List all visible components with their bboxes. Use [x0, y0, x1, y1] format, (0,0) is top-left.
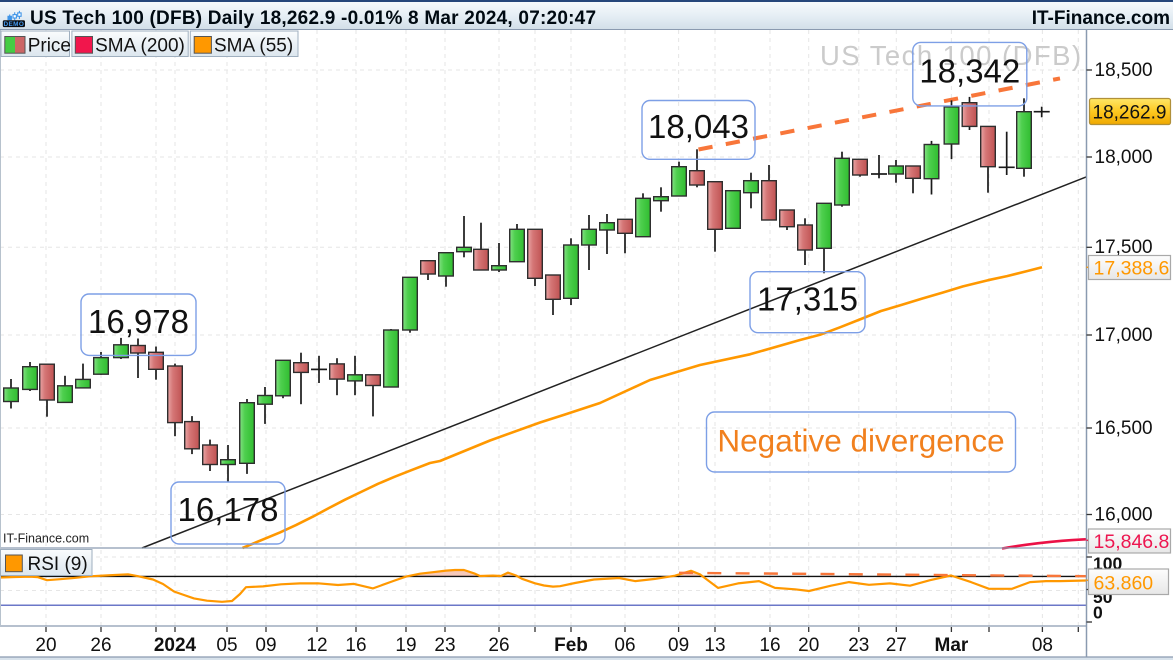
svg-text:US Tech 100 (DFB): US Tech 100 (DFB) [820, 40, 1083, 71]
svg-text:17,000: 17,000 [1095, 325, 1153, 346]
svg-text:18,043: 18,043 [648, 108, 749, 145]
svg-text:17,500: 17,500 [1095, 237, 1153, 258]
svg-text:16: 16 [759, 635, 780, 656]
svg-text:16,000: 16,000 [1095, 504, 1153, 525]
svg-text:SMA (200): SMA (200) [95, 36, 185, 57]
svg-text:19: 19 [395, 635, 416, 656]
svg-text:Price: Price [28, 36, 71, 57]
svg-text:09: 09 [255, 635, 276, 656]
svg-text:20: 20 [35, 635, 56, 656]
svg-text:Mar: Mar [935, 635, 969, 656]
svg-text:26: 26 [488, 635, 509, 656]
svg-text:2024: 2024 [154, 635, 197, 656]
svg-text:12: 12 [306, 635, 327, 656]
svg-text:16: 16 [345, 635, 366, 656]
svg-text:06: 06 [614, 635, 635, 656]
svg-text:RSI (9): RSI (9) [28, 554, 88, 575]
svg-text:17,388.6: 17,388.6 [1094, 258, 1170, 280]
svg-text:18,262.9: 18,262.9 [1093, 102, 1167, 123]
svg-text:Negative divergence: Negative divergence [717, 423, 1004, 459]
svg-text:Feb: Feb [554, 635, 588, 656]
svg-text:16,500: 16,500 [1095, 418, 1153, 439]
svg-text:18,000: 18,000 [1095, 147, 1153, 168]
svg-text:13: 13 [704, 635, 725, 656]
svg-text:05: 05 [216, 635, 237, 656]
svg-text:SMA (55): SMA (55) [214, 36, 293, 57]
svg-text:IT-Finance.com: IT-Finance.com [3, 532, 89, 546]
svg-text:16,178: 16,178 [178, 491, 279, 528]
svg-text:23: 23 [434, 635, 455, 656]
svg-text:09: 09 [668, 635, 689, 656]
svg-text:16,978: 16,978 [88, 303, 189, 340]
svg-text:23: 23 [848, 635, 869, 656]
svg-text:08: 08 [1032, 635, 1053, 656]
svg-text:63.860: 63.860 [1094, 573, 1154, 595]
svg-text:26: 26 [90, 635, 111, 656]
svg-text:18,500: 18,500 [1095, 60, 1153, 81]
svg-text:17,315: 17,315 [757, 280, 858, 317]
svg-text:DEMO: DEMO [4, 21, 25, 28]
svg-text:27: 27 [886, 635, 907, 656]
svg-text:18,342: 18,342 [919, 52, 1020, 89]
svg-text:20: 20 [798, 635, 819, 656]
svg-text:0: 0 [1093, 603, 1103, 623]
svg-text:100: 100 [1093, 553, 1122, 573]
svg-text:15,846.8: 15,846.8 [1094, 531, 1170, 553]
